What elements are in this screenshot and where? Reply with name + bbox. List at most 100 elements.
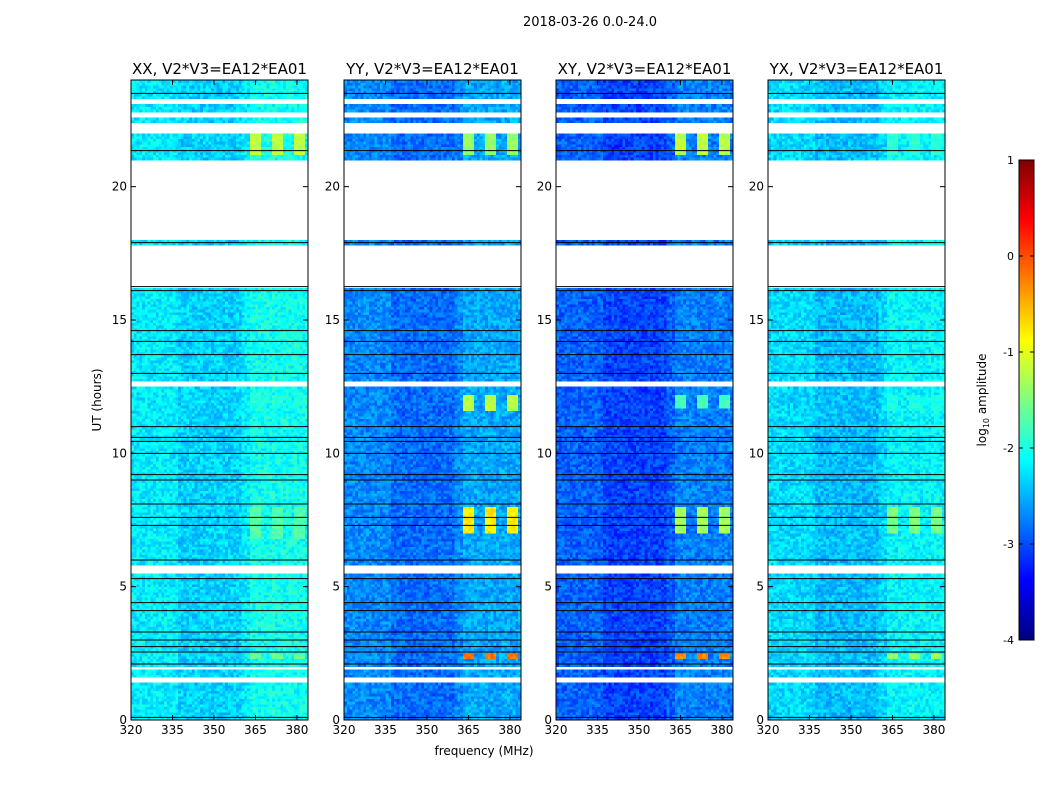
heat-cell [267, 693, 270, 696]
heat-cell [211, 701, 214, 704]
heat-cell [156, 696, 159, 699]
heat-cell [195, 709, 198, 712]
heat-cell [211, 704, 214, 707]
heat-cell [302, 712, 305, 715]
heat-cell [172, 693, 175, 696]
heat-cell [214, 691, 217, 694]
heat-cell [239, 696, 242, 699]
heat-cell [236, 696, 239, 699]
heat-cell [278, 712, 281, 715]
heat-cell [297, 688, 300, 691]
heat-cell [203, 701, 206, 704]
heat-cell [291, 707, 294, 710]
heat-cell [181, 683, 184, 686]
heat-cell [156, 685, 159, 688]
heat-cell [261, 712, 264, 715]
heat-cell [197, 693, 200, 696]
heat-cell [153, 707, 156, 710]
heat-cell [145, 707, 148, 710]
heat-cell [275, 701, 278, 704]
heat-cell [161, 704, 164, 707]
heat-cell [186, 701, 189, 704]
heat-cell [134, 707, 137, 710]
heat-cell [264, 688, 267, 691]
heat-cell [217, 709, 220, 712]
heat-cell [153, 691, 156, 694]
heat-cell [137, 704, 140, 707]
heat-cell [255, 693, 258, 696]
heat-cell [242, 704, 245, 707]
heat-cell [206, 704, 209, 707]
heat-cell [139, 685, 142, 688]
heat-cell [203, 685, 206, 688]
heat-cell [184, 699, 187, 702]
heat-cell [181, 709, 184, 712]
heat-cell [156, 683, 159, 686]
heat-cell [181, 696, 184, 699]
heat-cell [255, 688, 258, 691]
heat-cell [228, 696, 231, 699]
heat-cell [142, 683, 145, 686]
heat-cell [178, 701, 181, 704]
heat-cell [247, 693, 250, 696]
heat-cell [145, 701, 148, 704]
heat-cell [258, 701, 261, 704]
heat-cell [172, 704, 175, 707]
heat-cell [164, 683, 167, 686]
heat-cell [192, 699, 195, 702]
heat-cell [242, 701, 245, 704]
heat-cell [181, 701, 184, 704]
heat-cell [148, 707, 151, 710]
heat-cell [222, 701, 225, 704]
heat-cell [275, 707, 278, 710]
heat-cell [231, 704, 234, 707]
heat-cell [283, 688, 286, 691]
heat-cell [181, 693, 184, 696]
heat-cell [186, 693, 189, 696]
heat-cell [184, 696, 187, 699]
heat-cell [239, 709, 242, 712]
heat-cell [239, 693, 242, 696]
heat-cell [178, 696, 181, 699]
heat-cell [164, 707, 167, 710]
heat-cell [261, 696, 264, 699]
heat-cell [184, 701, 187, 704]
heat-cell [242, 685, 245, 688]
heat-cell [225, 704, 228, 707]
heat-cell [186, 683, 189, 686]
figure-suptitle: 2018-03-26 0.0-24.0 [523, 15, 657, 30]
heat-cell [200, 696, 203, 699]
heat-cell [214, 704, 217, 707]
heat-cell [250, 701, 253, 704]
heat-cell [294, 707, 297, 710]
heat-cell [231, 691, 234, 694]
heat-cell [145, 699, 148, 702]
heat-cell [269, 704, 272, 707]
heat-cell [156, 707, 159, 710]
heat-cell [167, 699, 170, 702]
heat-cell [211, 683, 214, 686]
heat-cell [269, 709, 272, 712]
heat-cell [167, 696, 170, 699]
heat-cell [139, 712, 142, 715]
heat-cell [192, 688, 195, 691]
heat-cell [283, 699, 286, 702]
heat-cell [250, 709, 253, 712]
heat-cell [139, 699, 142, 702]
heat-cell [159, 685, 162, 688]
heat-cell [247, 696, 250, 699]
heat-cell [220, 683, 223, 686]
heat-cell [217, 696, 220, 699]
heat-cell [267, 688, 270, 691]
heat-cell [275, 691, 278, 694]
heat-cell [222, 709, 225, 712]
heat-cell [153, 696, 156, 699]
heat-cell [137, 675, 140, 678]
heat-cell [195, 691, 198, 694]
heat-cell [170, 675, 173, 678]
heat-cell [153, 683, 156, 686]
heat-cell [264, 685, 267, 688]
heat-cell [170, 707, 173, 710]
heat-cell [231, 693, 234, 696]
heat-cell [280, 693, 283, 696]
